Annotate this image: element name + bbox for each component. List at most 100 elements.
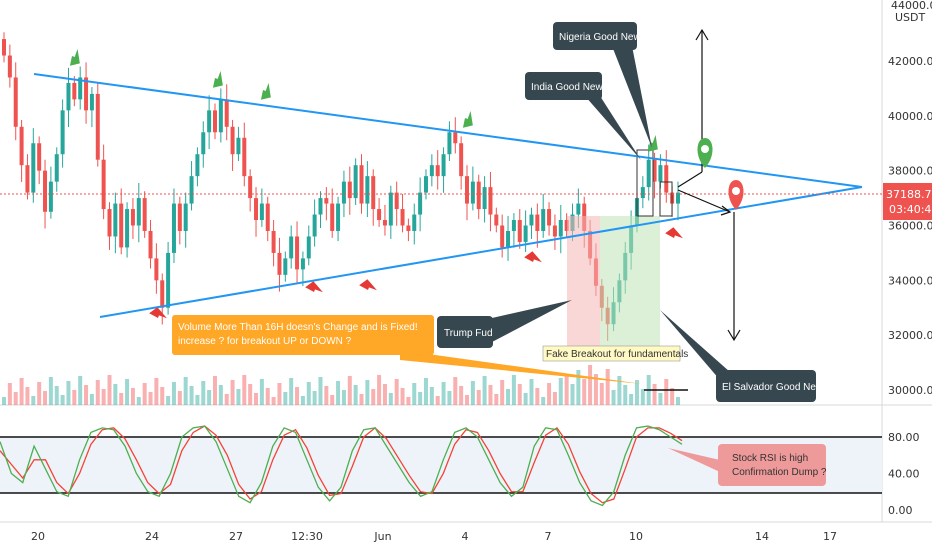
- volume-bar: [670, 388, 675, 405]
- candle-body: [676, 192, 680, 204]
- candle-body: [459, 143, 464, 177]
- volume-bar: [552, 392, 557, 405]
- candle-body: [511, 220, 516, 231]
- time-axis[interactable]: 20 24 27 12:30 Jun 4 7 10 14 17: [31, 530, 837, 543]
- volume-bar: [125, 379, 130, 405]
- volume-bar: [130, 388, 135, 405]
- volume-bar: [207, 390, 212, 405]
- upper-trendline[interactable]: [33, 73, 863, 188]
- candle-body: [295, 236, 300, 270]
- india-news-note[interactable]: India Good News: [525, 72, 641, 160]
- lower-trendline[interactable]: [99, 186, 863, 318]
- candle-body: [394, 192, 399, 210]
- arrow-up-icon: [69, 48, 80, 66]
- volume-bar: [535, 388, 540, 405]
- volume-note-line2: increase ? for breakout UP or DOWN ?: [178, 336, 352, 347]
- time-tick-label: 10: [629, 530, 643, 543]
- volume-bar: [242, 375, 247, 405]
- price-tick-label: 42000.00: [888, 55, 932, 68]
- candle-body: [312, 214, 317, 237]
- volume-bar: [154, 378, 159, 405]
- quote-currency: USDT: [895, 11, 926, 24]
- rsi-note[interactable]: Stock RSI is high Confirmation Dump ?: [668, 444, 827, 486]
- volume-bar: [593, 374, 598, 405]
- projection-arrows: [677, 28, 741, 342]
- candle-body: [652, 159, 657, 182]
- candle-body: [664, 165, 669, 193]
- volume-bar: [423, 378, 428, 405]
- volume-bar: [435, 396, 440, 405]
- volume-bar: [312, 391, 317, 405]
- candle-body: [195, 154, 200, 177]
- time-tick-label: 24: [145, 530, 159, 543]
- candle-body: [48, 181, 53, 212]
- candle-body: [84, 77, 89, 111]
- volume-bar: [248, 384, 253, 405]
- volume-bar: [212, 376, 217, 405]
- rsi-note-line2: Confirmation Dump ?: [732, 467, 827, 478]
- candle-body: [207, 110, 212, 133]
- volume-bar: [494, 394, 499, 405]
- time-tick-label: 20: [31, 530, 45, 543]
- candle-body: [564, 220, 569, 231]
- candle-body: [347, 181, 352, 199]
- fake-breakout-label[interactable]: Fake Breakout for fundamentals: [542, 345, 688, 362]
- candle-body: [212, 110, 217, 133]
- candle-body: [470, 181, 475, 204]
- volume-bar: [171, 382, 176, 405]
- candle-body: [230, 126, 235, 155]
- volume-bar: [476, 390, 481, 405]
- candle-body: [359, 165, 364, 204]
- stoch-rsi: [0, 425, 683, 507]
- volume-note[interactable]: Volume More Than 16H doesn's Change and …: [172, 315, 642, 384]
- arrow-up-icon: [462, 110, 473, 128]
- volume-bar: [664, 379, 669, 405]
- volume-bar: [341, 390, 346, 405]
- candle-body: [552, 225, 557, 237]
- candle-body: [166, 252, 171, 308]
- candle-body: [142, 198, 147, 231]
- price-axis[interactable]: 30000.00 32000.00 34000.00 36000.00 38000.00…: [888, 55, 932, 397]
- volume-bar: [236, 389, 241, 405]
- nigeria-news-note[interactable]: Nigeria Good News: [553, 22, 652, 148]
- candle-body: [113, 203, 118, 237]
- volume-bar: [582, 379, 587, 405]
- volume-bar: [482, 376, 487, 405]
- volume-bar: [617, 376, 622, 405]
- price-badge: 37188.72 03:40:41: [883, 183, 932, 220]
- candle-body: [236, 137, 241, 155]
- arrow-up-icon: [647, 134, 658, 152]
- candle-body: [535, 214, 540, 231]
- price-tick-label: 38000.00: [888, 165, 932, 178]
- el-salvador-news-note[interactable]: El Salvador Good News: [660, 310, 828, 402]
- latest-candle-box: [659, 181, 673, 217]
- trump-fud-text: Trump Fud: [444, 328, 493, 339]
- volume-bar: [78, 376, 83, 405]
- price-badge-countdown: 03:40:41: [889, 203, 932, 216]
- volume-bar: [142, 383, 147, 405]
- candle-body: [171, 203, 176, 253]
- candle-body: [476, 181, 481, 210]
- volume-bar: [453, 377, 458, 405]
- volume-note-line1: Volume More Than 16H doesn's Change and …: [178, 322, 418, 333]
- volume-bar: [588, 365, 593, 405]
- candle-body: [482, 187, 487, 210]
- candle-body: [72, 82, 77, 100]
- volume-bar: [101, 389, 106, 405]
- candle-body: [7, 55, 12, 78]
- volume-bar: [283, 392, 288, 405]
- candle-body: [283, 258, 288, 275]
- candle-body: [418, 192, 423, 215]
- volume-bar: [119, 393, 124, 405]
- volume-bar: [634, 380, 639, 405]
- volume-bar: [676, 397, 680, 405]
- candle-body: [2, 39, 6, 56]
- arrow-down-icon: [665, 227, 683, 239]
- arrow-up-icon: [212, 70, 223, 88]
- trump-fud-note[interactable]: Trump Fud: [437, 300, 572, 348]
- volume-bar: [558, 378, 563, 405]
- clipped-top-label: 44000.00: [891, 0, 932, 12]
- time-tick-label: 17: [823, 530, 837, 543]
